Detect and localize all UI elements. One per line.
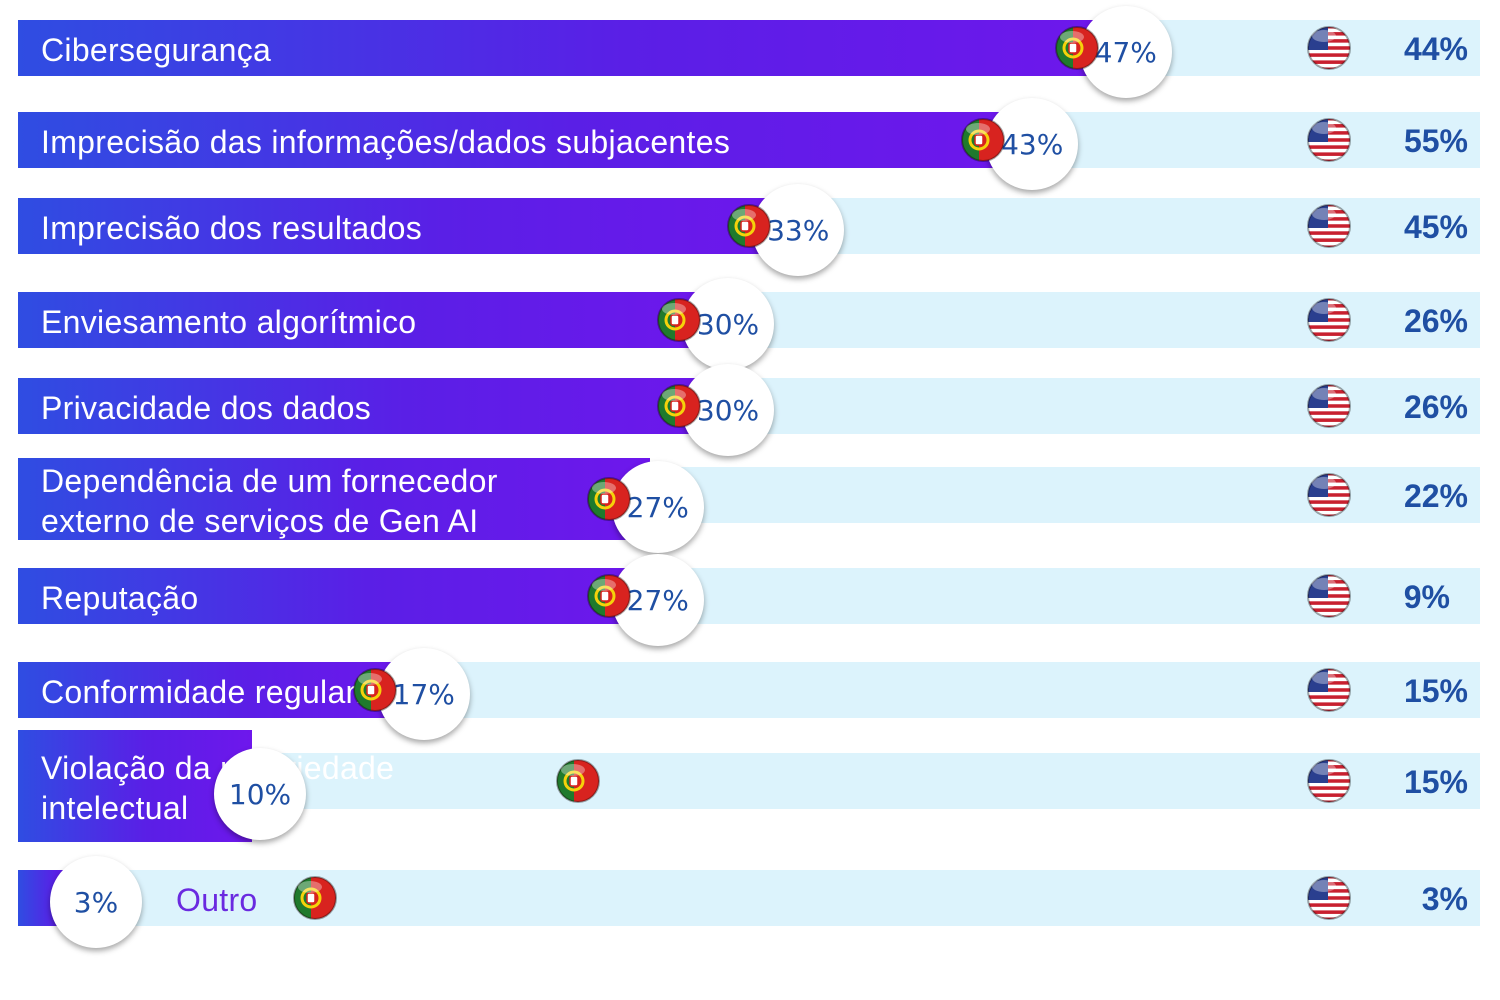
value-bubble-portugal: 33% <box>752 184 845 276</box>
bar-portugal <box>18 20 1118 76</box>
value-usa: 26% <box>1403 389 1468 425</box>
value-usa: 44% <box>1403 31 1468 67</box>
usa-flag-icon <box>1306 573 1352 619</box>
bar-portugal <box>18 568 650 624</box>
bar-track <box>18 870 1480 926</box>
portugal-flag-icon <box>292 875 338 921</box>
category-label: Imprecisão das informações/dados subjace… <box>41 122 730 162</box>
value-usa: 3% <box>1421 881 1468 917</box>
value-usa: 55% <box>1403 123 1468 159</box>
usa-flag-icon <box>1306 297 1352 343</box>
value-bubble-portugal: 3% <box>50 856 142 948</box>
category-label-line: Dependência de um fornecedor <box>41 463 498 499</box>
portugal-flag-icon <box>726 203 772 249</box>
value-bubble-portugal: 10% <box>214 748 306 840</box>
usa-flag-icon <box>1306 383 1352 429</box>
usa-flag-icon <box>1306 667 1352 713</box>
category-label: Privacidade dos dados <box>41 388 371 428</box>
portugal-flag-icon <box>1054 25 1100 71</box>
bar-portugal <box>18 730 252 842</box>
value-usa: 45% <box>1403 209 1468 245</box>
category-label-line: Outro <box>176 882 258 918</box>
bar-portugal <box>18 662 416 718</box>
bar-portugal <box>18 378 720 434</box>
usa-flag-icon <box>1306 875 1352 921</box>
category-label-line: Enviesamento algorítmico <box>41 304 417 340</box>
category-label: Imprecisão dos resultados <box>41 208 422 248</box>
category-label: Cibersegurança <box>41 30 271 70</box>
category-label-line: Reputação <box>41 580 199 616</box>
value-usa: 9% <box>1403 579 1450 615</box>
value-usa: 15% <box>1403 673 1468 709</box>
portugal-flag-icon <box>656 297 702 343</box>
value-usa: 22% <box>1403 478 1468 514</box>
portugal-flag-icon <box>960 117 1006 163</box>
category-label-line: Imprecisão das informações/dados subjace… <box>41 124 731 160</box>
category-label: Violação da propriedade intelectual <box>41 748 394 828</box>
portugal-flag-icon <box>586 476 632 522</box>
usa-flag-icon <box>1306 25 1352 71</box>
value-usa: 26% <box>1403 303 1468 339</box>
category-label-line: externo de serviços de Gen AI <box>41 503 479 539</box>
value-bubble-portugal: 17% <box>377 648 470 740</box>
category-label-line: Cibersegurança <box>41 32 272 68</box>
usa-flag-icon <box>1306 758 1352 804</box>
portugal-flag-icon <box>555 758 601 804</box>
bar-portugal <box>18 112 1025 168</box>
bar-portugal <box>18 198 791 254</box>
category-label-line: intelectual <box>41 790 189 826</box>
portugal-flag-icon <box>352 667 398 713</box>
bar-portugal <box>18 458 650 540</box>
usa-flag-icon <box>1306 117 1352 163</box>
portugal-flag-icon <box>586 573 632 619</box>
usa-flag-icon <box>1306 203 1352 249</box>
value-bubble-portugal: 27% <box>611 554 704 646</box>
bar-portugal <box>18 292 720 348</box>
category-label-line: Privacidade dos dados <box>41 390 372 426</box>
category-label: Outro <box>176 880 258 920</box>
category-label: Reputação <box>41 578 198 618</box>
category-label-line: Imprecisão dos resultados <box>41 210 423 246</box>
portugal-flag-icon <box>656 383 702 429</box>
category-label: Enviesamento algorítmico <box>41 302 416 342</box>
value-usa: 15% <box>1403 764 1468 800</box>
usa-flag-icon <box>1306 472 1352 518</box>
category-label: Dependência de um fornecedor externo de s… <box>41 461 498 541</box>
